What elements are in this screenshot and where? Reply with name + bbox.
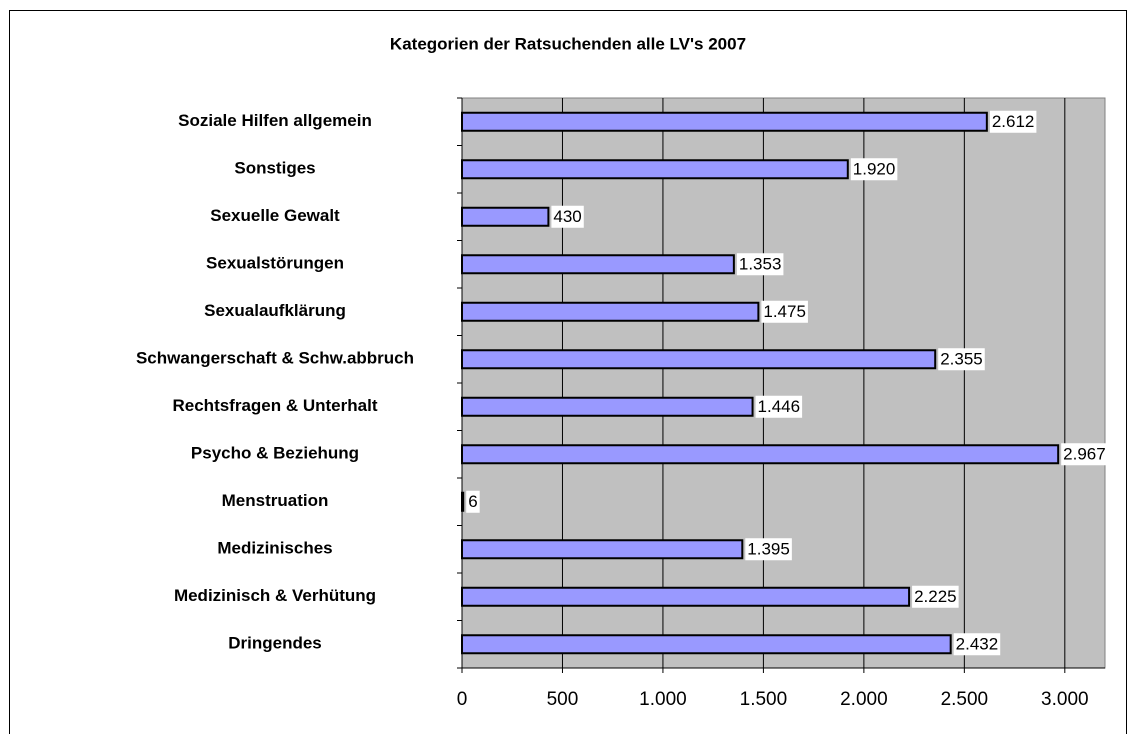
y-tick-label: Medizinisch & Verhütung bbox=[174, 586, 376, 605]
y-tick-label: Dringendes bbox=[228, 634, 322, 653]
y-tick-label: Schwangerschaft & Schw.abbruch bbox=[136, 349, 414, 368]
bar bbox=[461, 206, 550, 227]
value-label-bg bbox=[745, 538, 792, 561]
chart-title: Kategorien der Ratsuchenden alle LV's 20… bbox=[390, 34, 746, 53]
y-tick-label: Sonstiges bbox=[234, 159, 315, 178]
value-label-bg bbox=[989, 110, 1037, 133]
value-label-bg bbox=[761, 300, 808, 323]
value-label-bg bbox=[551, 205, 584, 228]
value-label: 1.920 bbox=[853, 160, 896, 179]
x-tick-label: 2.500 bbox=[941, 689, 989, 710]
bar bbox=[461, 444, 1060, 465]
bar bbox=[461, 349, 937, 370]
bar bbox=[461, 634, 952, 655]
x-tick-label: 1.000 bbox=[639, 689, 687, 710]
x-tick-label: 2.000 bbox=[840, 689, 888, 710]
x-tick-label: 500 bbox=[547, 689, 579, 710]
value-label: 1.353 bbox=[739, 255, 782, 274]
value-label-bg bbox=[1061, 443, 1108, 466]
y-tick-label: Menstruation bbox=[222, 491, 329, 510]
x-tick-label: 3.000 bbox=[1041, 689, 1089, 710]
value-label: 6 bbox=[468, 492, 477, 511]
value-label-bg bbox=[953, 633, 1001, 656]
value-label: 1.446 bbox=[758, 397, 801, 416]
bar bbox=[461, 586, 911, 607]
x-tick-label: 1.500 bbox=[740, 689, 788, 710]
bar bbox=[461, 539, 744, 560]
value-label-bg bbox=[466, 490, 480, 513]
value-label: 2.967 bbox=[1063, 445, 1106, 464]
value-label-bg bbox=[755, 395, 803, 418]
bar bbox=[461, 301, 760, 322]
value-label-bg bbox=[850, 158, 898, 181]
y-tick-label: Sexuelle Gewalt bbox=[210, 206, 340, 225]
bar bbox=[461, 396, 754, 417]
value-label: 2.432 bbox=[956, 635, 999, 654]
value-label: 2.612 bbox=[992, 112, 1035, 131]
bar bbox=[461, 159, 849, 180]
bar bbox=[461, 111, 988, 132]
y-tick-label: Psycho & Beziehung bbox=[191, 444, 359, 463]
value-label: 2.225 bbox=[914, 587, 957, 606]
value-label: 1.475 bbox=[763, 302, 806, 321]
value-label: 2.355 bbox=[940, 350, 983, 369]
y-tick-label: Rechtsfragen & Unterhalt bbox=[173, 396, 378, 415]
plot-area bbox=[461, 97, 1106, 669]
value-label-bg bbox=[938, 348, 985, 371]
y-tick-label: Sexualaufklärung bbox=[204, 301, 346, 320]
bar bbox=[461, 491, 465, 512]
y-tick-label: Soziale Hilfen allgemein bbox=[178, 111, 372, 130]
value-label: 1.395 bbox=[747, 540, 790, 559]
value-label-bg bbox=[912, 585, 959, 608]
value-label-bg bbox=[736, 253, 784, 276]
y-tick-label: Sexualstörungen bbox=[206, 254, 344, 273]
value-label: 430 bbox=[553, 207, 581, 226]
y-tick-label: Medizinisches bbox=[217, 539, 332, 558]
x-tick-label: 0 bbox=[457, 689, 468, 710]
bar bbox=[461, 254, 735, 275]
